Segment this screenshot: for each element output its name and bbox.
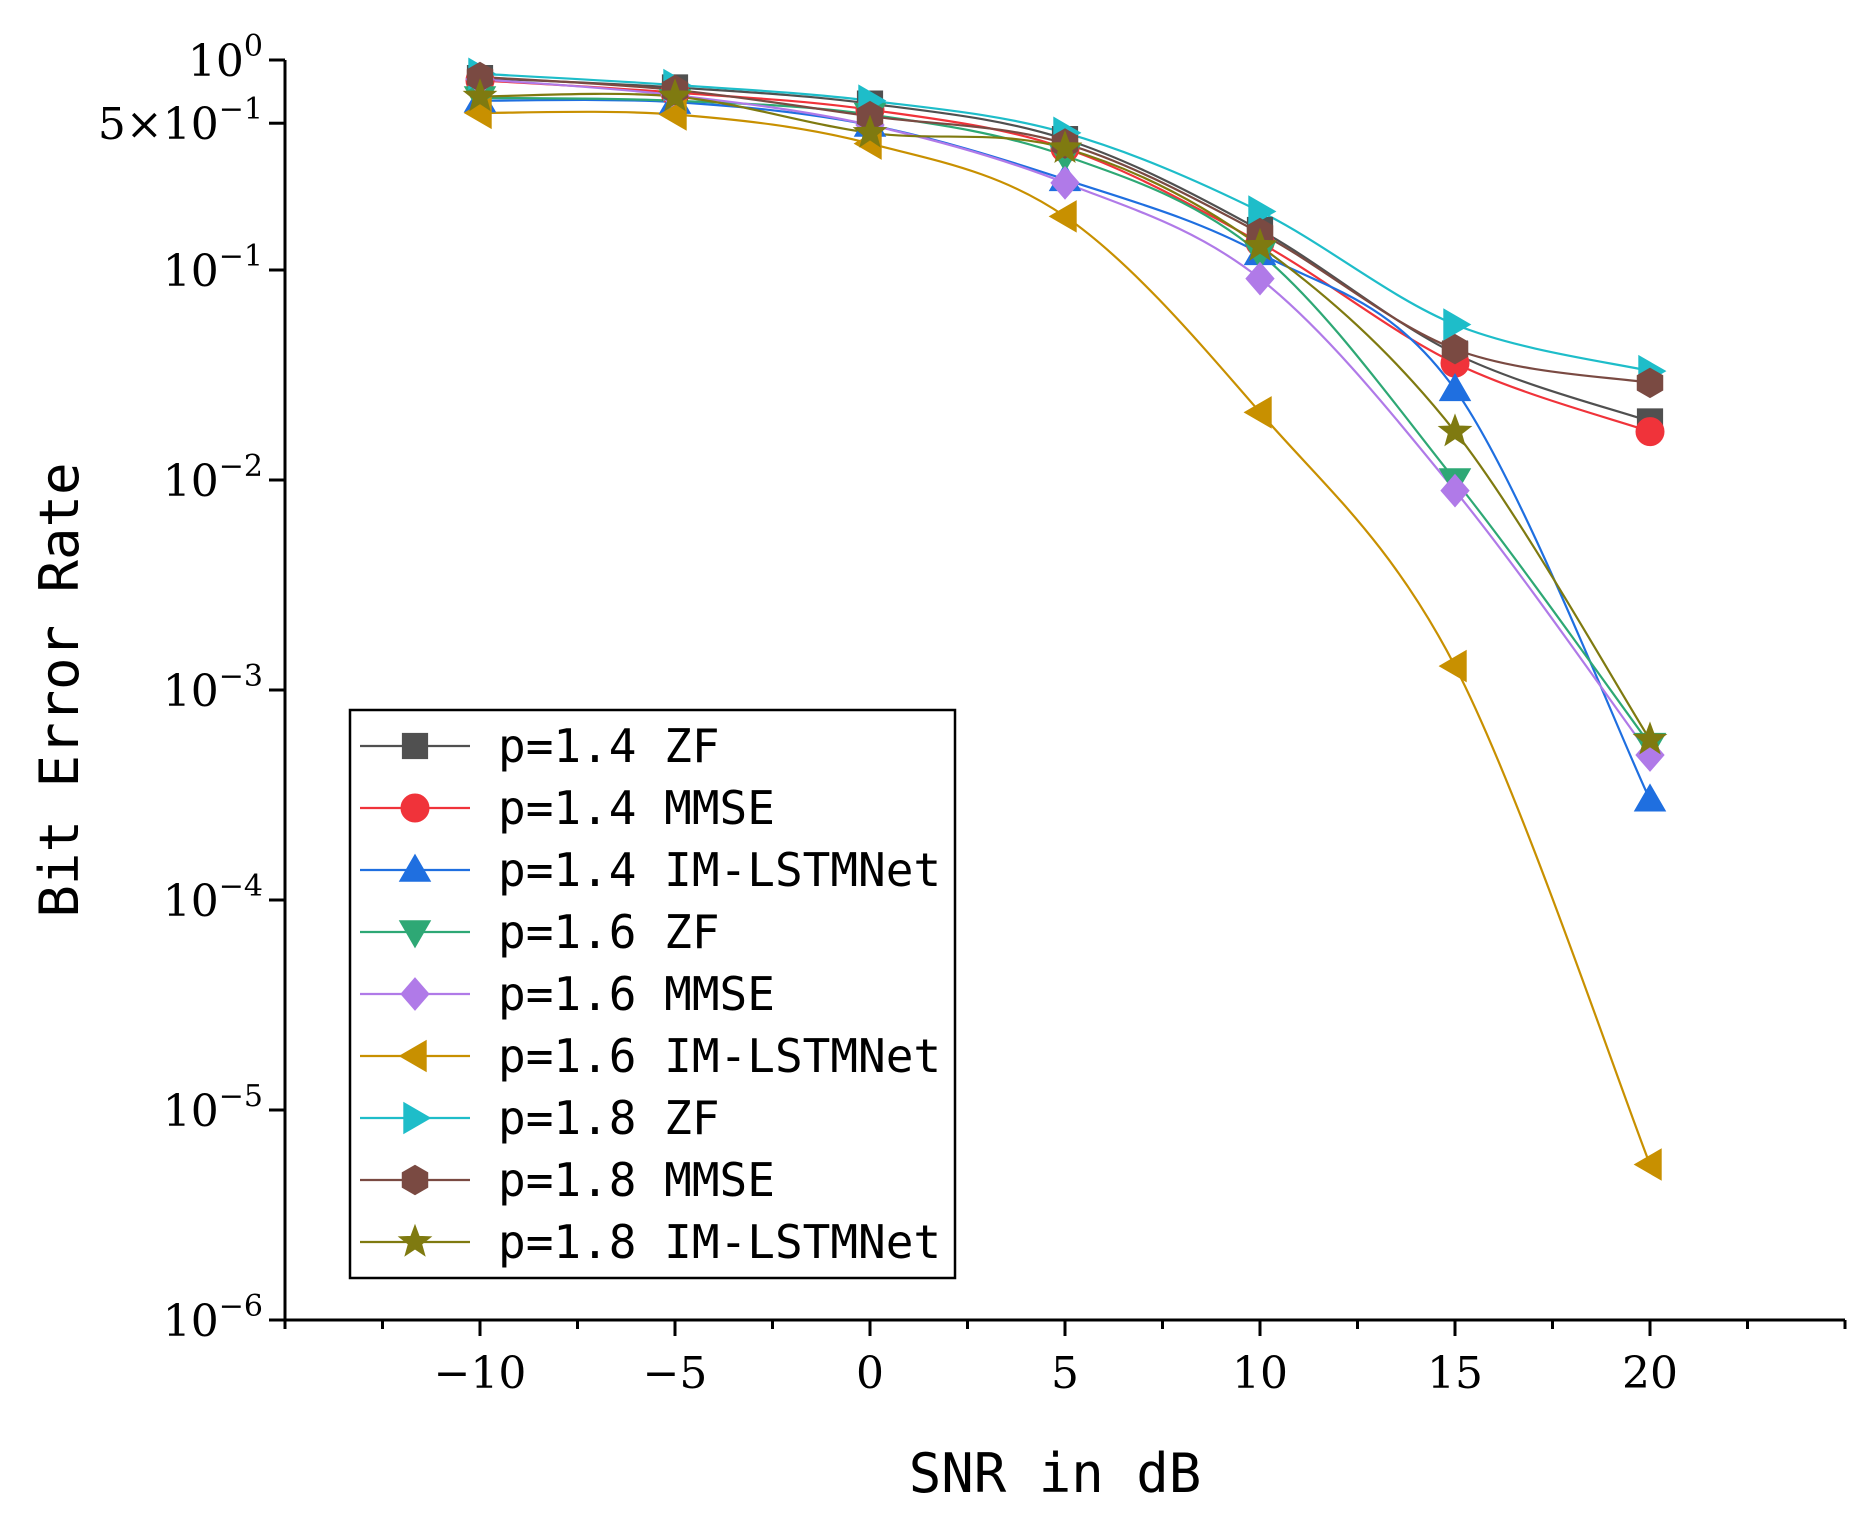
x-tick-label: 15 <box>1427 1348 1483 1399</box>
y-tick-label: 10−3 <box>163 659 263 717</box>
data-point <box>1441 333 1469 365</box>
series-line-6 <box>479 110 1652 1165</box>
x-tick-label: 5 <box>1051 1348 1079 1399</box>
x-tick-label: 0 <box>856 1348 884 1399</box>
data-point <box>462 78 498 112</box>
legend-marker <box>398 920 432 949</box>
data-point <box>1048 200 1077 233</box>
data-point <box>1243 396 1272 429</box>
data-point <box>1242 227 1278 261</box>
y-tick-label: 10−2 <box>163 449 263 507</box>
data-point <box>1047 130 1083 164</box>
legend-entry-label: p=1.8 MMSE <box>498 1153 775 1207</box>
series-markers <box>462 57 1668 1181</box>
data-point <box>1443 308 1472 341</box>
legend-entry-label: p=1.6 IM-LSTMNet <box>498 1029 941 1083</box>
x-tick-label: 20 <box>1622 1348 1678 1399</box>
legend: p=1.4 ZF p=1.4 MMSE p=1.4 IM-LSTMNet p=1.6 … <box>348 708 957 1280</box>
y-tick-label: 10−5 <box>163 1079 263 1137</box>
data-point <box>1438 373 1472 402</box>
data-point <box>852 114 888 148</box>
data-point <box>1440 473 1470 508</box>
legend-entry-label: p=1.4 MMSE <box>498 781 775 835</box>
data-point <box>1633 783 1667 812</box>
legend-marker <box>397 1223 433 1257</box>
legend-marker <box>401 732 429 760</box>
x-tick-label: 10 <box>1232 1348 1288 1399</box>
legend-entry-label: p=1.8 IM-LSTMNet <box>498 1215 941 1269</box>
data-point <box>1632 721 1668 755</box>
x-axis-title: SNR in dB <box>909 1442 1202 1505</box>
data-point <box>1438 649 1467 683</box>
legend-marker <box>401 1164 429 1196</box>
series-line-8 <box>479 75 1651 384</box>
x-tick-label: −10 <box>434 1348 527 1399</box>
data-point <box>1636 367 1664 399</box>
legend-marker <box>400 977 430 1011</box>
y-axis-title: Bit Error Rate <box>28 462 91 917</box>
legend-entry-label: p=1.4 ZF <box>498 719 720 773</box>
data-point <box>1245 261 1275 296</box>
data-point <box>1633 1148 1662 1181</box>
x-tick-label: −5 <box>643 1348 708 1399</box>
data-point <box>1050 165 1080 200</box>
y-tick-label: 10−6 <box>163 1289 263 1347</box>
y-tick-label: 10−4 <box>163 869 263 927</box>
legend-marker <box>403 1101 432 1135</box>
y-tick-label: 5×10−1 <box>98 92 263 150</box>
legend-marker <box>400 793 430 823</box>
legend-marker <box>398 1039 427 1073</box>
data-point <box>1437 413 1473 447</box>
legend-marker <box>398 853 432 882</box>
y-tick-label: 100 <box>188 29 263 87</box>
legend-entry-label: p=1.8 ZF <box>498 1091 720 1145</box>
legend-entry-label: p=1.4 IM-LSTMNet <box>498 843 941 897</box>
legend-entry-label: p=1.6 ZF <box>498 905 720 959</box>
data-point <box>657 78 693 112</box>
legend-entry-label: p=1.6 MMSE <box>498 967 775 1021</box>
data-point <box>1635 417 1665 447</box>
series-line-3 <box>479 98 1651 801</box>
y-tick-label: 10−1 <box>163 239 263 297</box>
